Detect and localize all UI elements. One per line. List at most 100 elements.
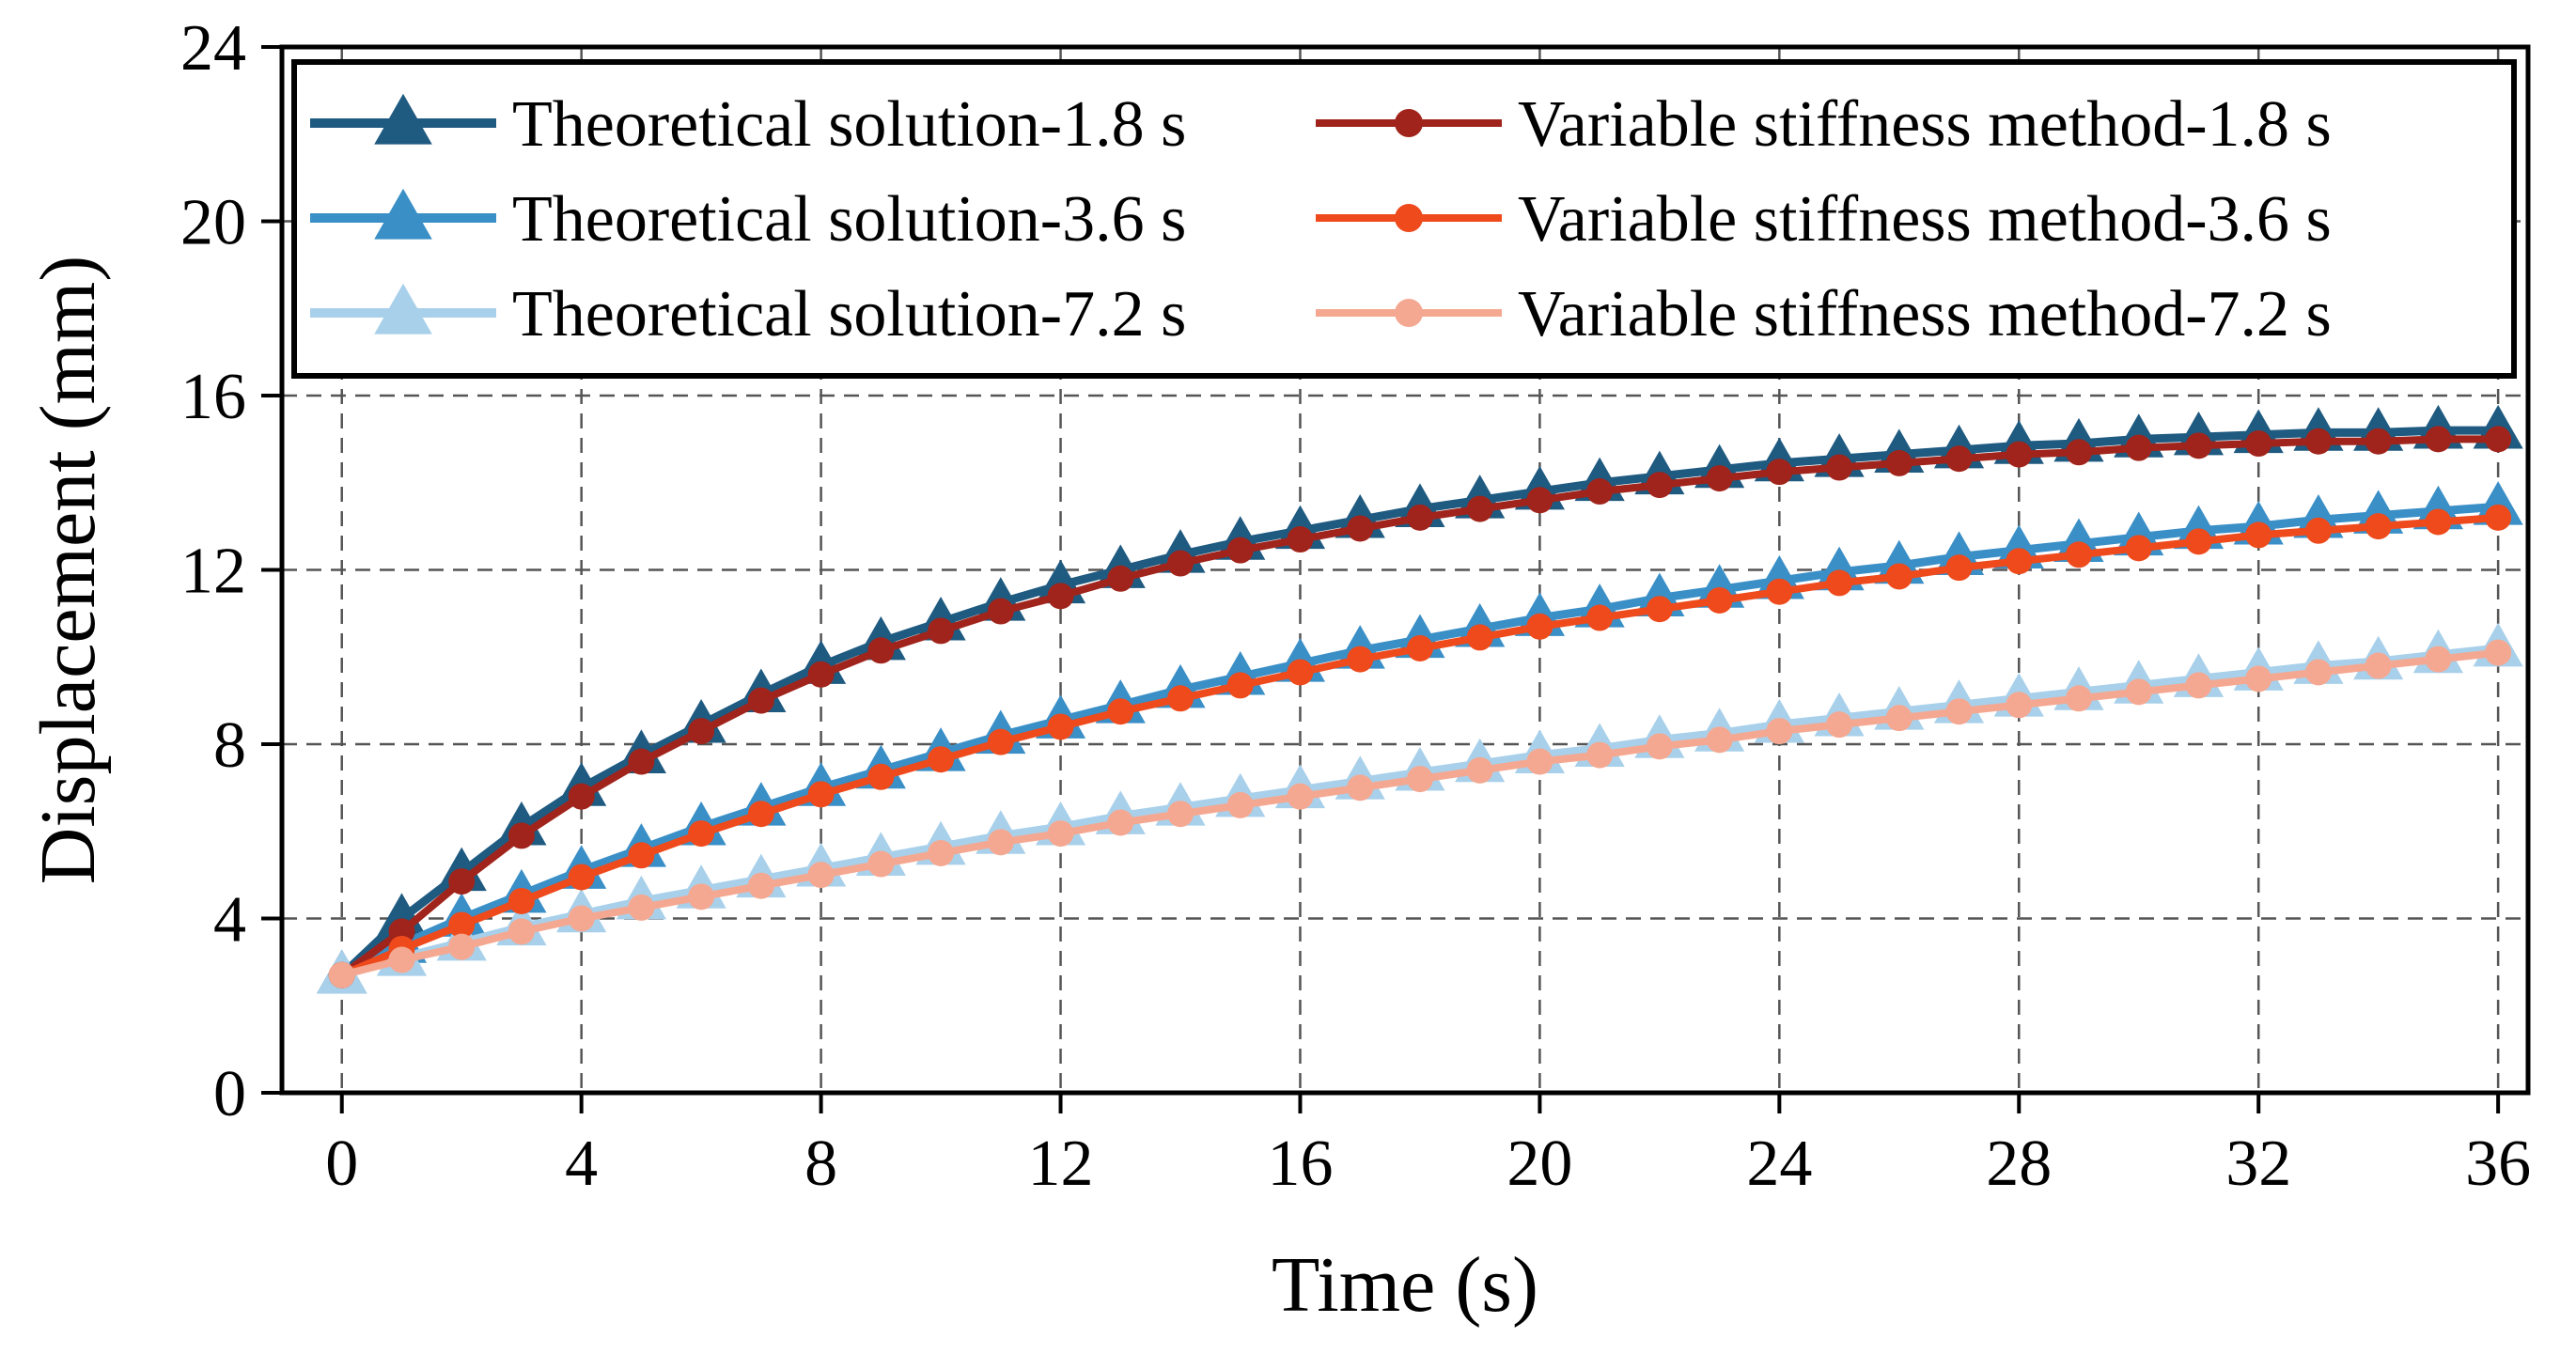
data-point — [2066, 439, 2092, 466]
series-line — [340, 644, 2499, 980]
x-tick-label: 8 — [804, 1128, 837, 1200]
legend-entry-4: Variable stiffness method-1.8 s — [1316, 88, 2332, 161]
data-point — [867, 637, 895, 664]
data-point — [747, 687, 774, 714]
data-point — [1466, 756, 1493, 784]
data-point — [2365, 428, 2392, 455]
data-point — [1826, 454, 1853, 481]
data-point — [507, 887, 535, 914]
data-point — [1047, 820, 1074, 848]
data-point — [1167, 801, 1194, 828]
data-point — [2245, 665, 2272, 693]
legend-entry-2: Theoretical solution-3.6 s — [310, 183, 1186, 256]
data-point — [2006, 548, 2033, 575]
legend-marker — [374, 93, 432, 145]
data-point — [688, 718, 715, 745]
data-point — [747, 801, 774, 828]
data-point — [807, 862, 835, 889]
legend: Theoretical solution-1.8 s Theoretical so… — [291, 59, 2517, 379]
data-point — [2245, 521, 2272, 549]
data-point — [1885, 563, 1912, 590]
data-point — [807, 661, 835, 688]
data-point — [688, 883, 715, 910]
data-point — [2425, 646, 2452, 673]
data-point — [807, 781, 835, 808]
data-point — [1646, 733, 1673, 760]
data-point — [1526, 487, 1553, 514]
legend-entry-3: Theoretical solution-7.2 s — [310, 278, 1186, 350]
data-point — [2125, 678, 2152, 706]
legend-marker — [374, 188, 432, 240]
data-point — [2304, 428, 2332, 455]
data-point — [1167, 550, 1194, 577]
data-point — [1826, 711, 1853, 739]
data-point — [1526, 613, 1553, 640]
x-tick-label: 0 — [325, 1128, 358, 1200]
data-point — [1826, 569, 1853, 597]
data-point — [1347, 646, 1374, 673]
data-point — [1586, 604, 1614, 631]
data-point — [987, 598, 1014, 625]
data-point — [568, 783, 595, 810]
data-point — [1706, 465, 1733, 492]
data-point — [2185, 528, 2212, 555]
data-point — [2365, 652, 2392, 679]
data-point — [628, 748, 655, 775]
data-point — [2066, 685, 2092, 712]
data-point — [1885, 705, 1912, 732]
data-point — [1167, 685, 1194, 712]
data-point — [1287, 783, 1314, 810]
x-tick-label: 4 — [565, 1128, 598, 1200]
x-tick-label: 28 — [1986, 1128, 2052, 1200]
data-point — [1347, 515, 1374, 542]
data-point — [2006, 692, 2033, 719]
data-point — [1586, 478, 1614, 506]
legend-marker — [374, 283, 432, 335]
ticks: 0 4 8 12 16 20 24 28 32 36 0 4 8 12 16 20 24 — [180, 12, 2531, 1200]
data-point — [2425, 426, 2452, 453]
data-point — [688, 820, 715, 848]
legend-entry-6: Variable stiffness method-7.2 s — [1316, 278, 2332, 350]
data-point — [2185, 672, 2212, 699]
legend-label: Variable stiffness method-3.6 s — [1518, 183, 2332, 256]
legend-label: Theoretical solution-3.6 s — [512, 183, 1186, 256]
data-point — [1287, 526, 1314, 553]
data-point — [328, 961, 355, 988]
data-point — [928, 839, 955, 866]
legend-marker — [1395, 299, 1423, 327]
data-point — [1706, 726, 1733, 754]
data-point — [1047, 713, 1074, 740]
data-point — [1766, 578, 1793, 605]
x-tick-label: 32 — [2225, 1128, 2291, 1200]
data-point — [507, 822, 535, 849]
data-point — [2245, 430, 2272, 458]
data-point — [1586, 741, 1614, 769]
x-tick-label: 36 — [2465, 1128, 2531, 1200]
x-tick-label: 24 — [1746, 1128, 1812, 1200]
data-point — [928, 746, 955, 773]
legend-label: Variable stiffness method-1.8 s — [1518, 88, 2332, 161]
data-point — [2125, 535, 2152, 562]
data-point — [1526, 748, 1553, 775]
data-point — [1226, 672, 1254, 699]
data-point — [2485, 639, 2512, 666]
series-line — [340, 648, 2499, 979]
legend-label: Theoretical solution-7.2 s — [512, 278, 1186, 350]
data-point — [628, 894, 655, 921]
data-point — [1466, 495, 1493, 522]
legend-entry-5: Variable stiffness method-3.6 s — [1316, 183, 2332, 256]
data-point — [1945, 445, 1973, 473]
data-point — [1107, 565, 1134, 592]
data-point — [1406, 766, 1433, 793]
data-point — [1047, 583, 1074, 610]
data-point — [1766, 459, 1793, 486]
legend-label: Variable stiffness method-7.2 s — [1518, 278, 2332, 350]
y-axis-label: Displacement (mm) — [24, 256, 112, 884]
data-point — [2304, 517, 2332, 544]
data-point — [507, 918, 535, 945]
data-point — [1706, 586, 1733, 614]
y-tick-label: 12 — [180, 536, 246, 608]
y-tick-label: 24 — [180, 12, 246, 85]
